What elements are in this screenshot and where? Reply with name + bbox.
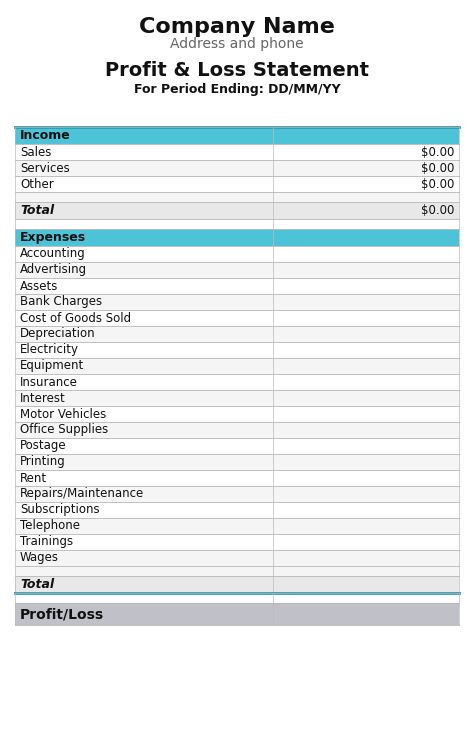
Bar: [15, 127, 459, 144]
Text: Profit/Loss: Profit/Loss: [20, 607, 104, 621]
Bar: [15, 438, 459, 454]
Text: Address and phone: Address and phone: [170, 37, 304, 51]
Text: Telephone: Telephone: [20, 519, 80, 533]
Text: Total: Total: [20, 578, 54, 591]
Bar: [15, 566, 459, 576]
Text: Expenses: Expenses: [20, 231, 86, 244]
Text: Postage: Postage: [20, 439, 67, 453]
Bar: [15, 310, 459, 326]
Text: Subscriptions: Subscriptions: [20, 503, 100, 516]
Text: Trainings: Trainings: [20, 536, 73, 548]
Bar: [15, 278, 459, 294]
Text: $0.00: $0.00: [420, 146, 454, 158]
Text: Interest: Interest: [20, 391, 66, 404]
Bar: [15, 470, 459, 486]
Text: Equipment: Equipment: [20, 359, 84, 373]
Text: Insurance: Insurance: [20, 376, 78, 388]
Bar: [15, 518, 459, 534]
Text: $0.00: $0.00: [420, 204, 454, 217]
Text: Rent: Rent: [20, 471, 47, 485]
Text: Accounting: Accounting: [20, 247, 86, 261]
Text: Income: Income: [20, 129, 71, 142]
Bar: [15, 144, 459, 160]
Text: Sales: Sales: [20, 146, 51, 158]
Text: Depreciation: Depreciation: [20, 327, 96, 341]
Bar: [15, 576, 459, 593]
Text: Assets: Assets: [20, 279, 58, 293]
Bar: [15, 342, 459, 358]
Bar: [15, 406, 459, 422]
Bar: [15, 294, 459, 310]
Bar: [15, 202, 459, 219]
Text: Repairs/Maintenance: Repairs/Maintenance: [20, 488, 144, 500]
Bar: [15, 229, 459, 246]
Text: Office Supplies: Office Supplies: [20, 424, 108, 436]
Bar: [15, 160, 459, 176]
Bar: [15, 502, 459, 518]
Text: For Period Ending: DD/MM/YY: For Period Ending: DD/MM/YY: [134, 82, 340, 96]
Text: $0.00: $0.00: [420, 178, 454, 190]
Bar: [15, 486, 459, 502]
Text: Other: Other: [20, 178, 54, 190]
Text: Total: Total: [20, 204, 54, 217]
Text: Printing: Printing: [20, 456, 66, 468]
Text: Advertising: Advertising: [20, 264, 87, 276]
Bar: [15, 534, 459, 550]
Text: Services: Services: [20, 161, 70, 175]
Bar: [15, 192, 459, 202]
Text: Wages: Wages: [20, 551, 59, 565]
Bar: [15, 390, 459, 406]
Bar: [15, 219, 459, 229]
Text: Company Name: Company Name: [139, 17, 335, 37]
Bar: [15, 422, 459, 438]
Bar: [15, 246, 459, 262]
Bar: [15, 326, 459, 342]
Bar: [15, 593, 459, 603]
Bar: [15, 550, 459, 566]
Bar: [15, 603, 459, 625]
Text: $0.00: $0.00: [420, 161, 454, 175]
Text: Motor Vehicles: Motor Vehicles: [20, 408, 106, 421]
Bar: [15, 176, 459, 192]
Bar: [15, 262, 459, 278]
Text: Profit & Loss Statement: Profit & Loss Statement: [105, 61, 369, 81]
Text: Electricity: Electricity: [20, 344, 79, 356]
Bar: [15, 454, 459, 470]
Bar: [15, 358, 459, 374]
Text: Bank Charges: Bank Charges: [20, 296, 102, 309]
Bar: [15, 374, 459, 390]
Text: Cost of Goods Sold: Cost of Goods Sold: [20, 311, 131, 324]
